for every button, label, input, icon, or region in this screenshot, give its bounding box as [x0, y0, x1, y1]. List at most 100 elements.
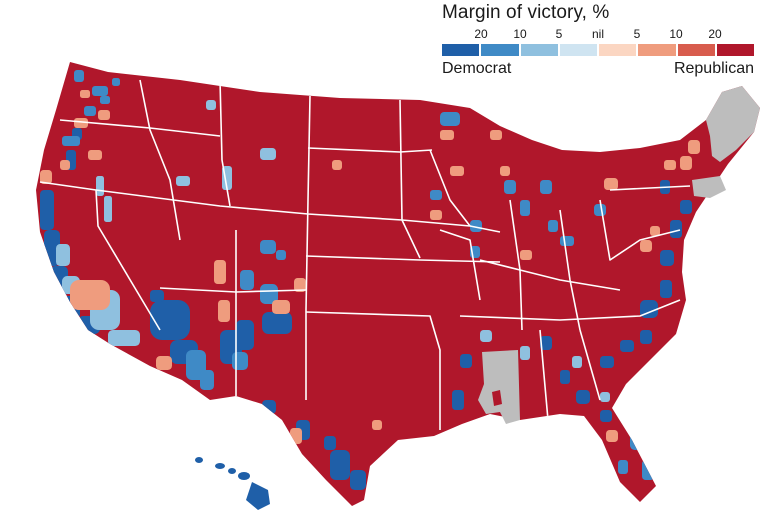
county-patch-republican — [640, 240, 652, 252]
county-patch-democrat — [262, 400, 276, 414]
county-patch-democrat — [104, 196, 112, 222]
hawaii — [195, 457, 270, 510]
county-patch-democrat — [584, 432, 596, 444]
county-patch-republican — [604, 178, 618, 190]
county-patch-democrat — [330, 450, 350, 480]
county-patch-republican — [490, 130, 502, 140]
county-patch-democrat — [260, 148, 276, 160]
county-patch-democrat — [560, 370, 570, 384]
county-patch-democrat — [600, 410, 612, 422]
county-patch-republican — [440, 130, 454, 140]
county-patch-republican — [332, 160, 342, 170]
county-patch-democrat — [260, 284, 278, 304]
county-patch-democrat — [470, 220, 482, 232]
county-patch-democrat — [240, 270, 254, 290]
county-patch-democrat — [640, 330, 652, 344]
county-patch-democrat — [324, 436, 336, 450]
county-patch-democrat — [440, 112, 460, 126]
county-patch-democrat — [670, 220, 682, 238]
legend-bin-democrat-5 — [520, 44, 558, 56]
county-patch-republican — [606, 430, 618, 442]
county-patch-democrat — [84, 106, 96, 116]
county-patch-republican — [290, 428, 302, 444]
county-patch-republican — [74, 118, 88, 128]
legend-ticks: 20 10 5 nil 5 10 20 — [442, 27, 754, 43]
county-patch-democrat — [62, 136, 80, 146]
county-patch-democrat — [236, 320, 254, 350]
county-patch-democrat — [540, 180, 552, 194]
county-patch-democrat — [600, 356, 614, 368]
county-patch-democrat — [452, 390, 464, 410]
county-patch-republican — [372, 420, 382, 430]
county-patch-democrat — [540, 336, 552, 350]
county-patch-democrat — [576, 390, 590, 404]
legend-tick: 20 — [474, 27, 488, 41]
county-patch-democrat — [100, 96, 110, 104]
maine-no-data — [706, 86, 760, 162]
county-patch-democrat — [150, 300, 190, 340]
legend-republican-label: Republican — [673, 60, 754, 77]
county-patch-democrat — [206, 100, 216, 110]
county-patch-republican — [272, 300, 290, 314]
new-england-no-data — [692, 176, 726, 198]
legend-bin-republican-5 — [638, 44, 676, 56]
legend-bin-republican-nil — [599, 44, 637, 56]
county-patch-republican — [650, 226, 660, 236]
county-patch-democrat — [40, 190, 54, 230]
county-patch-democrat — [108, 330, 140, 346]
legend-bin-republican-20 — [716, 44, 754, 56]
county-patch-democrat — [660, 250, 674, 266]
legend-tick: nil — [591, 27, 605, 41]
county-patch-democrat — [92, 86, 108, 96]
legend-bin-democrat-10 — [481, 44, 519, 56]
legend-tick: 10 — [513, 27, 527, 41]
county-patch-democrat — [74, 70, 84, 82]
county-patch-democrat — [504, 180, 516, 194]
county-patch-republican — [430, 210, 442, 220]
county-patch-republican — [70, 280, 110, 310]
county-patch-democrat — [460, 354, 472, 368]
county-patch-democrat — [200, 370, 214, 390]
county-patch-republican — [80, 90, 90, 98]
county-patch-democrat — [56, 244, 70, 266]
county-patch-republican — [60, 160, 70, 170]
legend-tick: 10 — [669, 27, 683, 41]
legend-color-scale — [442, 44, 754, 56]
state-boundaries — [39, 79, 691, 430]
county-patch-democrat — [520, 200, 530, 216]
legend-bin-democrat-nil — [559, 44, 597, 56]
county-patch-democrat — [660, 280, 672, 298]
county-patch-democrat — [232, 352, 248, 370]
legend: Margin of victory, % 20 10 5 nil 5 10 20… — [442, 2, 754, 80]
county-patch-republican — [40, 170, 52, 184]
county-patch-republican — [218, 300, 230, 322]
county-patch-democrat — [150, 290, 164, 302]
legend-bin-republican-10 — [677, 44, 715, 56]
county-patch-republican — [500, 166, 510, 176]
mississippi-red-spot — [492, 390, 502, 406]
county-patch-republican — [214, 260, 226, 284]
county-patch-republican — [450, 166, 464, 176]
county-patch-democrat — [350, 470, 366, 490]
county-patch-democrat — [260, 240, 276, 254]
legend-democrat-label: Democrat — [442, 60, 512, 77]
legend-tick: 5 — [555, 27, 563, 41]
county-patch-democrat — [276, 250, 286, 260]
legend-bin-democrat-20 — [442, 44, 480, 56]
county-patch-republican — [680, 156, 692, 170]
county-patch-democrat — [600, 392, 610, 402]
county-patch-democrat — [572, 356, 582, 368]
county-patch-democrat — [618, 460, 628, 474]
county-patch-republican — [664, 160, 676, 170]
county-patch-democrat — [620, 340, 634, 352]
legend-party-labels: Democrat Republican — [442, 60, 754, 80]
county-patch-democrat — [642, 460, 654, 480]
county-patch-republican — [98, 110, 110, 120]
county-patch-democrat — [480, 330, 492, 342]
county-patch-democrat — [520, 346, 530, 360]
county-patch-democrat — [560, 236, 574, 246]
mississippi-no-data — [478, 350, 520, 424]
county-patch-democrat — [630, 430, 646, 450]
county-patch-republican — [88, 150, 102, 160]
